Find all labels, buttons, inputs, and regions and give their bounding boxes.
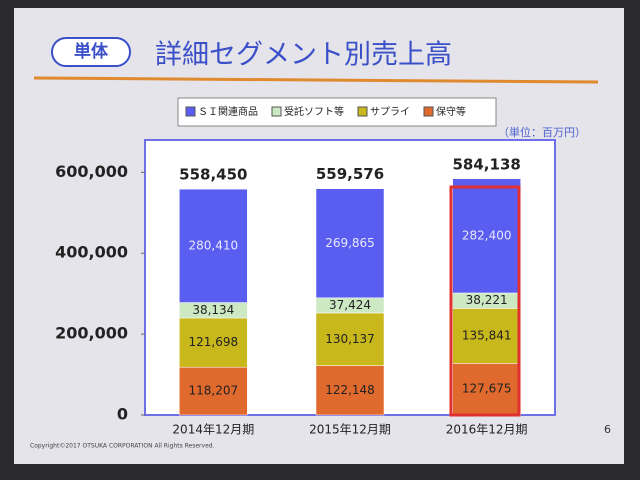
unit-note: （単位：百万円）: [498, 125, 586, 139]
value-label: 269,865: [325, 236, 375, 250]
copyright: Copyright©2017 OTSUKA CORPORATION All Ri…: [30, 443, 215, 450]
legend-swatch: [271, 106, 282, 117]
value-label: 127,675: [462, 382, 512, 396]
y-tick-label: 600,000: [55, 162, 128, 181]
bar-segment: [315, 365, 385, 416]
y-tick-label: 0: [117, 405, 128, 424]
value-label: 282,400: [462, 228, 512, 242]
bar-segment: [315, 188, 385, 299]
total-label: 584,138: [453, 155, 521, 173]
value-label: 37,424: [329, 298, 371, 312]
page-number: 6: [604, 423, 611, 436]
legend-swatch: [423, 106, 434, 117]
legend-label: 受託ソフト等: [284, 105, 344, 118]
value-label: 38,221: [466, 293, 508, 307]
legend-swatch: [357, 106, 368, 117]
value-label: 130,137: [325, 332, 375, 346]
x-tick-label: 2014年12月期: [172, 423, 254, 437]
legend-label: サプライ: [370, 106, 410, 118]
y-tick-label: 200,000: [55, 324, 128, 343]
value-label: 135,841: [462, 328, 512, 342]
value-label: 121,698: [189, 335, 239, 349]
highlight-outline: [449, 185, 521, 417]
legend-box: [177, 97, 497, 127]
x-tick-label: 2016年12月期: [446, 423, 528, 437]
bar-segment: [452, 308, 521, 364]
bar-segment: [315, 312, 385, 366]
bar-segment: [179, 366, 248, 416]
value-label: 118,207: [189, 384, 239, 398]
legend-label: 保守等: [436, 105, 466, 118]
total-label: 558,450: [179, 166, 247, 184]
y-tick-label: 400,000: [55, 243, 128, 262]
badge-box: [51, 37, 131, 67]
total-label: 559,576: [316, 165, 384, 183]
badge: 単体: [74, 41, 109, 62]
legend-label: ＳＩ関連商品: [198, 105, 258, 118]
bar-segment: [179, 317, 248, 368]
value-label: 122,148: [325, 383, 375, 397]
x-tick-label: 2015年12月期: [309, 423, 391, 437]
bar-segment: [452, 363, 521, 416]
bar-segment: [179, 188, 248, 303]
bar-segment: [452, 178, 521, 294]
value-label: 38,134: [192, 303, 234, 317]
legend-swatch: [185, 106, 196, 117]
title-rule: [33, 76, 599, 84]
chart-title: 詳細セグメント別売上高: [155, 40, 452, 71]
value-label: 280,410: [189, 238, 239, 252]
